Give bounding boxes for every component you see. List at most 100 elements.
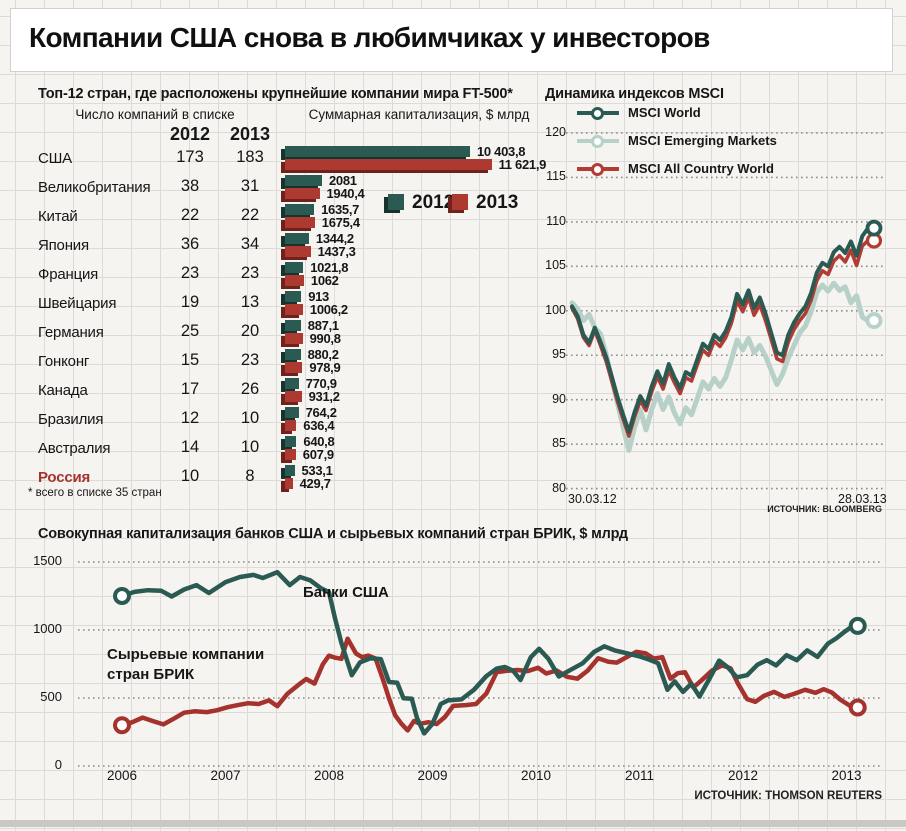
cap-value-2013: 11 621,9 [498,157,547,172]
country-table: США 173 183 10 403,8 11 621,9 Великобритания 3… [28,144,568,494]
cap-bar-2013 [285,188,320,199]
table-row: Китай 22 22 1635,7 1675,4 [28,202,558,231]
cap-bar-2013 [285,362,303,373]
count-2012: 25 [180,322,200,340]
msci-ytick-label: 85 [552,436,566,451]
count-2012: 36 [180,235,200,253]
cap-value-2012: 1021,8 [310,260,349,275]
msci-source: ИСТОЧНИК: BLOOMBERG [767,504,882,514]
count-2013: 10 [240,438,260,456]
msci-title: Динамика индексов MSCI [545,86,724,102]
country-label: Бразилия [38,411,104,428]
table-row: Франция 23 23 1021,8 1062 [28,260,558,289]
cap-bar-2012 [285,349,301,360]
count-2013: 23 [240,264,260,282]
count-2012: 23 [180,264,200,282]
brik-line-label-2: стран БРИК [107,666,195,683]
count-2013: 8 [245,467,255,485]
brik-year-label: 2012 [727,768,759,783]
brik-ytick-label: 1000 [33,621,62,636]
country-label: Гонконг [38,353,90,370]
table-row: Великобритания 38 31 2081 1940,4 [28,173,558,202]
table-row: Германия 25 20 887,1 990,8 [28,318,558,347]
cap-bar-2013 [285,246,311,257]
cap-bar-2013 [285,217,315,228]
cap-value-2012: 10 403,8 [477,144,526,159]
cap-bar-2012 [285,436,297,447]
country-label: Канада [38,382,88,399]
legend-label-2013: 2013 [476,192,519,213]
count-2013: 22 [240,206,260,224]
count-columns-header: Число компаний в списке [75,107,235,122]
brik-series-end-marker [848,616,867,635]
brik-source: ИСТОЧНИК: THOMSON REUTERS [694,790,882,802]
cap-value-2013: 1675,4 [321,215,360,230]
count-2012: 10 [180,467,200,485]
cap-bar-2013 [285,275,304,286]
country-label: Китай [38,208,78,225]
country-label: Великобритания [38,179,151,196]
cap-bar-2012 [285,407,299,418]
brik-series-end-marker [848,698,867,717]
ft500-subtitle: Топ-12 стран, где расположены крупнейшие… [38,86,513,102]
cap-bar-2012 [285,291,302,302]
cap-bar-2013 [285,420,297,431]
cap-value-2012: 913 [308,289,329,304]
country-label: Франция [38,266,99,283]
cap-value-2013: 1006,2 [309,302,348,317]
brik-title: Совокупная капитализация банков США и сы… [38,526,628,542]
table-row: США 173 183 10 403,8 11 621,9 [28,144,558,173]
legend-item-label: MSCI Emerging Markets [628,133,777,148]
brik-series-line [119,569,855,736]
msci-series-line [570,226,870,434]
table-row: Япония 36 34 1344,2 1437,3 [28,231,558,260]
cap-value-2013: 1062 [310,273,339,288]
cap-bar-2013 [285,304,303,315]
msci-series-end-marker [865,219,883,237]
cap-value-2013: 931,2 [308,389,340,404]
brik-year-label: 2010 [520,768,552,783]
count-2012: 15 [180,351,200,369]
count-2013: 10 [240,409,260,427]
table-row: Швейцария 19 13 913 1006,2 [28,289,558,318]
count-2013: 26 [240,380,260,398]
table-row: Австралия 14 10 640,8 607,9 [28,434,558,463]
cap-bar-2012 [285,204,315,215]
table-row: Гонконг 15 23 880,2 978,9 [28,347,558,376]
msci-ytick-label: 80 [552,480,566,495]
msci-x-start-label: 30.03.12 [568,492,617,506]
cap-value-2012: 880,2 [307,347,339,362]
msci-ytick-label: 90 [552,391,566,406]
brik-year-label: 2009 [417,768,448,783]
cap-value-2013: 429,7 [299,476,331,491]
country-label: Австралия [38,440,111,457]
msci-ytick-label: 115 [546,169,566,184]
cap-value-2012: 2081 [329,173,357,188]
count-2012: 14 [180,438,200,456]
cap-value-2012: 533,1 [301,463,333,478]
cap-value-2013: 607,9 [302,447,334,462]
count-2013: 13 [240,293,260,311]
brik-ytick-label: 500 [40,689,62,704]
footnote: * всего в списке 35 стран [28,487,162,499]
cap-value-2013: 636,4 [303,418,335,433]
brik-series-start-marker [113,716,131,735]
cap-bar-2013 [285,391,302,402]
brik-line-label-1: Сырьевые компании [107,646,265,663]
count-2012: 12 [180,409,200,427]
cap-value-2012: 1635,7 [321,202,360,217]
count-2013: 31 [240,177,260,195]
cap-bar-2013 [285,159,492,170]
legend-item-label: MSCI All Country World [628,161,774,176]
legend-swatch-2012 [388,194,404,210]
cap-value-2012: 887,1 [307,318,339,333]
cap-bar-2012 [285,146,470,157]
cap-bar-2013 [285,333,303,344]
cap-bar-2012 [285,262,304,273]
cap-value-2012: 1344,2 [315,231,354,246]
brik-year-label: 2013 [831,768,862,783]
legend-item-label: MSCI World [628,105,701,120]
count-2012: 173 [176,148,204,166]
cap-bar-2013 [285,449,296,460]
